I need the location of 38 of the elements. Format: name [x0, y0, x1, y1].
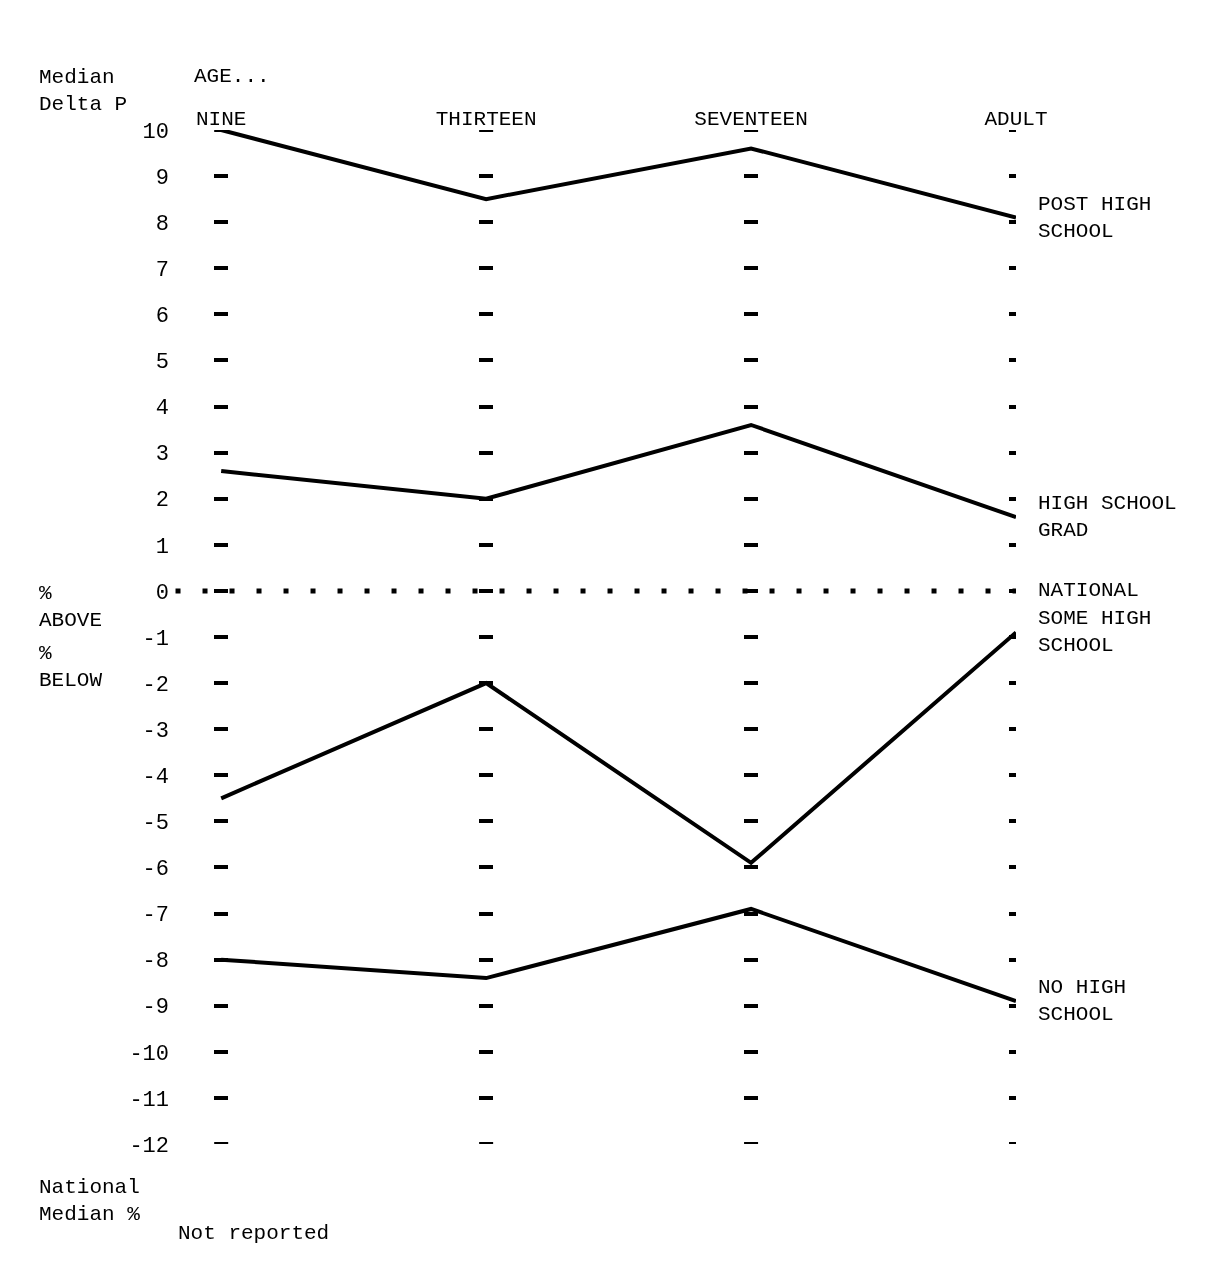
y-tick-label: -7: [142, 903, 169, 929]
text: % ABOVE: [39, 582, 103, 633]
y-tick-label: 6: [155, 304, 169, 330]
y-tick-label: 9: [155, 165, 169, 191]
text: % BELOW: [39, 642, 103, 693]
y-tick-label: 8: [155, 211, 169, 237]
x-axis-title: AGE...: [194, 65, 270, 88]
y-tick-label: -5: [142, 811, 169, 837]
y-tick-label: -2: [142, 672, 169, 698]
y-tick-label: 1: [155, 534, 169, 560]
series-label: HIGH SCHOOL GRAD: [1038, 492, 1177, 543]
x-tick-label: SEVENTEEN: [694, 107, 808, 131]
y-tick-label: 2: [155, 488, 169, 514]
y-tick-label: -10: [129, 1041, 169, 1067]
y-tick-label: 10: [142, 119, 169, 145]
x-tick-label: THIRTEEN: [435, 107, 537, 131]
y-tick-label: 3: [155, 442, 169, 468]
text: Not reported: [178, 1222, 330, 1245]
y-tick-label: -1: [142, 626, 169, 652]
text: National Median %: [39, 1176, 141, 1227]
series-label: SOME HIGH SCHOOL: [1038, 607, 1152, 658]
y-tick-label: -4: [142, 764, 169, 790]
y-tick-label: -11: [129, 1087, 169, 1113]
y-tick-label: 4: [155, 396, 169, 422]
y-tick-label: -3: [142, 718, 169, 744]
y-tick-label: 5: [155, 350, 169, 376]
x-tick-label: NINE: [195, 107, 247, 131]
y-tick-label: 0: [155, 580, 169, 606]
y-axis-title: Median Delta P: [39, 66, 128, 117]
y-tick-label: -12: [129, 1133, 169, 1159]
y-tick-label: -6: [142, 857, 169, 883]
y-tick-label: -8: [142, 949, 169, 975]
x-tick-label: ADULT: [984, 107, 1048, 131]
y-tick-label: -9: [142, 995, 169, 1021]
series-label: NO HIGH SCHOOL: [1038, 976, 1127, 1027]
y-tick-label: 7: [155, 257, 169, 283]
series-label: POST HIGH SCHOOL: [1038, 193, 1152, 244]
ref-line-label: NATIONAL: [1038, 579, 1139, 602]
